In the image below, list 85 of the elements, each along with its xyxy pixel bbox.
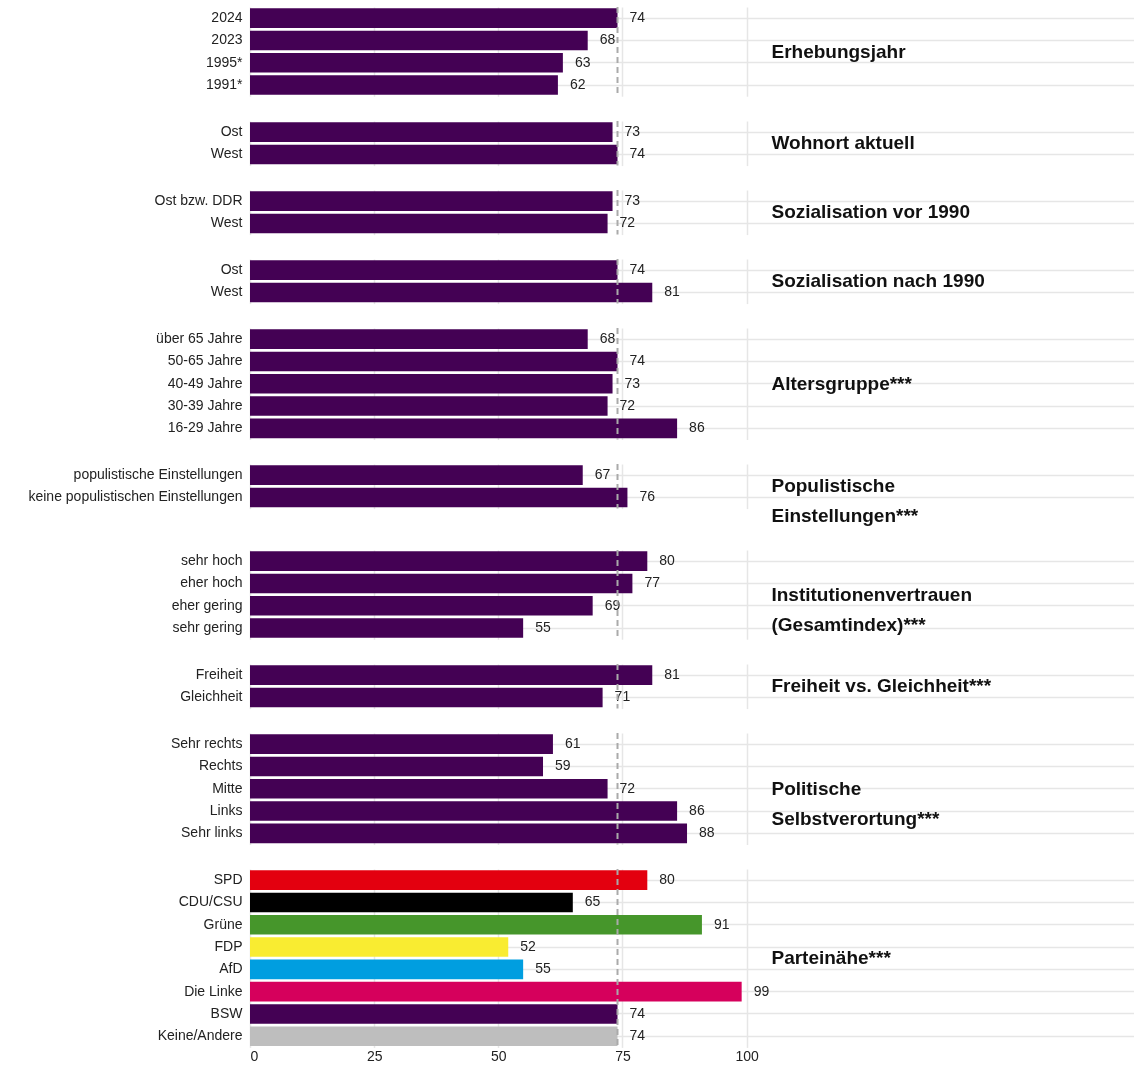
data-label: 74	[629, 352, 646, 369]
y-tick-label: 1991*	[205, 76, 244, 93]
text: Sozialisation nach 1990	[771, 270, 985, 292]
data-label: 72	[619, 214, 636, 231]
data-label: 74	[629, 1027, 646, 1044]
y-tick-label: 1995*	[205, 53, 244, 70]
text: Freiheit vs. Gleichheit***	[771, 675, 992, 697]
data-label: 52	[520, 938, 537, 955]
y-tick-label: 30-39 Jahre	[167, 397, 243, 414]
data-label: 72	[619, 779, 636, 796]
data-label: 73	[624, 374, 641, 391]
y-tick-label: Sehr links	[181, 824, 243, 841]
y-tick-label: West	[210, 283, 243, 300]
text: Sozialisation vor 1990	[771, 201, 970, 223]
y-tick-label: Keine/Andere	[157, 1027, 243, 1044]
y-tick-label: eher hoch	[180, 574, 243, 591]
y-tick-label: eher gering	[171, 596, 243, 613]
data-label: 68	[599, 31, 616, 48]
y-tick-label: Ost bzw. DDR	[154, 192, 243, 209]
data-label: 81	[664, 283, 681, 300]
data-label: 72	[619, 397, 636, 414]
y-tick-label: Mitte	[212, 779, 243, 796]
data-label: 99	[753, 982, 770, 999]
data-label: 74	[629, 261, 646, 278]
data-label: 62	[569, 76, 586, 93]
data-label: 88	[699, 824, 715, 841]
y-tick-label: sehr hoch	[181, 552, 243, 569]
data-label: 74	[629, 9, 646, 26]
y-tick-label: populistische Einstellungen	[73, 466, 243, 483]
x-tick-label: 50	[491, 1047, 507, 1064]
data-label: 86	[689, 419, 705, 436]
text: Altersgruppe***	[771, 372, 913, 394]
y-tick-label: Die Linke	[184, 982, 243, 999]
data-label: 59	[555, 757, 571, 774]
x-tick-label: 25	[366, 1047, 383, 1064]
y-tick-label: SPD	[213, 871, 243, 888]
y-tick-label: sehr gering	[172, 619, 243, 636]
x-tick-label: 100	[735, 1047, 760, 1064]
y-tick-label: 2023	[211, 31, 243, 48]
data-label: 67	[594, 466, 611, 483]
data-label: 73	[624, 192, 641, 209]
x-tick-label: 0	[250, 1047, 259, 1064]
data-label: 74	[629, 145, 646, 162]
data-label: 91	[713, 915, 730, 932]
y-tick-label: West	[210, 145, 243, 162]
data-label: 74	[629, 1004, 646, 1021]
y-tick-label: Freiheit	[195, 666, 243, 683]
text: Populistische Einstellungen***	[771, 475, 919, 527]
data-label: 55	[535, 619, 551, 636]
data-label: 55	[535, 960, 551, 977]
data-label: 63	[574, 53, 591, 70]
data-label: 77	[644, 574, 661, 591]
data-label: 81	[664, 666, 681, 683]
y-tick-label: Gleichheit	[180, 688, 243, 705]
y-tick-label: 40-49 Jahre	[167, 374, 243, 391]
y-tick-label: 16-29 Jahre	[167, 419, 243, 436]
y-tick-label: über 65 Jahre	[156, 330, 243, 347]
y-tick-label: Grüne	[203, 915, 243, 932]
y-tick-label: Ost	[220, 261, 243, 278]
y-tick-label: CDU/CSU	[178, 893, 243, 910]
data-label: 65	[584, 893, 601, 910]
y-tick-label: Sehr rechts	[170, 735, 243, 752]
data-label: 80	[659, 552, 676, 569]
text: Politische Selbstverortung***	[771, 777, 940, 829]
data-label: 80	[659, 871, 676, 888]
y-tick-label: AfD	[219, 960, 243, 977]
y-tick-label: Rechts	[198, 757, 243, 774]
data-label: 76	[639, 488, 656, 505]
data-label: 68	[599, 330, 616, 347]
y-tick-label: West	[210, 214, 243, 231]
y-tick-label: FDP	[214, 938, 243, 955]
y-tick-label: 50-65 Jahre	[167, 352, 243, 369]
text: Parteinähe***	[771, 947, 892, 969]
text: Wohnort aktuell	[771, 132, 915, 154]
text: Institutionenvertrauen (Gesamtindex)***	[771, 583, 973, 635]
y-tick-label: Links	[209, 802, 243, 819]
y-tick-label: 2024	[211, 9, 243, 26]
data-label: 86	[689, 802, 705, 819]
text: Erhebungsjahr	[771, 40, 907, 62]
y-tick-label: keine populistischen Einstellungen	[28, 488, 243, 505]
x-tick-label: 75	[615, 1047, 631, 1064]
y-tick-label: Ost	[220, 123, 243, 140]
y-tick-label: BSW	[210, 1004, 244, 1021]
data-label: 61	[564, 735, 581, 752]
data-label: 73	[624, 123, 641, 140]
